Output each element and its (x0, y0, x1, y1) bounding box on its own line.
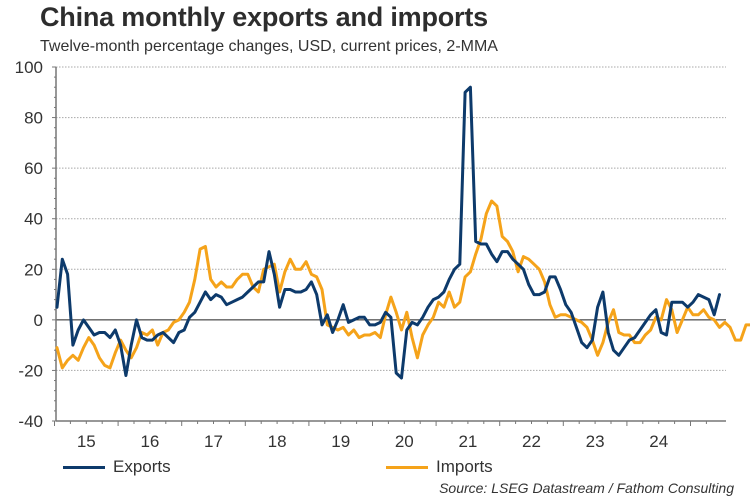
x-tick-label: 23 (586, 432, 605, 451)
x-tick-label: 18 (268, 432, 287, 451)
legend-item-exports: Exports (63, 457, 171, 477)
y-tick-label: 20 (24, 260, 43, 279)
legend-item-imports: Imports (386, 457, 493, 477)
chart-subtitle: Twelve-month percentage changes, USD, cu… (40, 38, 498, 55)
x-tick-label: 16 (140, 432, 159, 451)
y-tick-label: 40 (24, 210, 43, 229)
source-note: Source: LSEG Datastream / Fathom Consult… (439, 480, 734, 496)
x-tick-label: 20 (395, 432, 414, 451)
x-tick-label: 19 (331, 432, 350, 451)
series-line-imports (55, 199, 750, 370)
y-tick-label: 80 (24, 109, 43, 128)
chart-title: China monthly exports and imports (40, 2, 488, 32)
y-tick-label: -20 (18, 361, 43, 380)
x-tick-label: 24 (649, 432, 668, 451)
legend-swatch-exports (63, 465, 105, 469)
series-line-exports (55, 85, 721, 380)
y-tick-label: -40 (18, 412, 43, 431)
y-tick-label: 0 (34, 311, 43, 330)
x-tick-label: 21 (458, 432, 477, 451)
legend-label-exports: Exports (113, 457, 171, 476)
legend-swatch-imports (386, 465, 428, 469)
x-tick-label: 15 (77, 432, 96, 451)
legend-label-imports: Imports (436, 457, 493, 476)
y-axis: -40 -20 0 20 40 60 80 100 (15, 58, 57, 431)
x-axis: 15 16 17 18 19 20 21 22 23 24 (54, 420, 726, 451)
x-tick-label: 17 (204, 432, 223, 451)
series-lines (55, 85, 750, 380)
y-tick-label: 100 (15, 58, 43, 77)
x-tick-label: 22 (522, 432, 541, 451)
y-tick-label: 60 (24, 159, 43, 178)
